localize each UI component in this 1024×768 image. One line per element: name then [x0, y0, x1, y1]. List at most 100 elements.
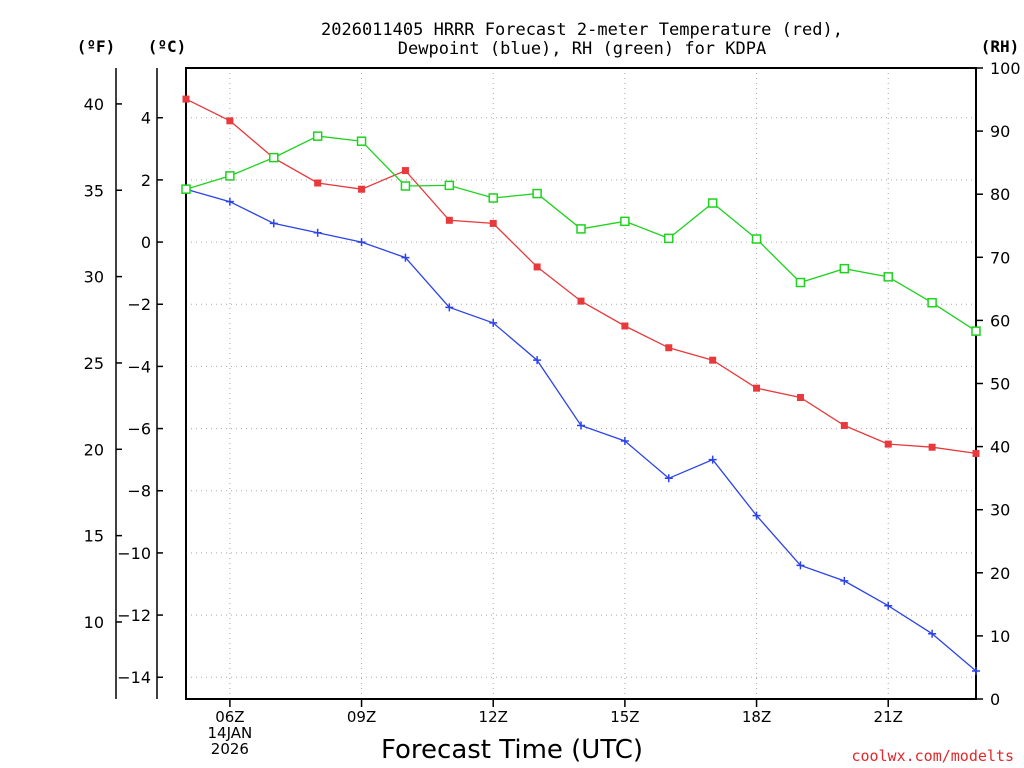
dewpoint-point [269, 219, 278, 228]
x-tick-label: 06Z [215, 708, 244, 726]
temperature-point [533, 263, 541, 271]
rh-point [181, 184, 191, 194]
dewpoint-point [401, 253, 410, 262]
rh-tick-label: 80 [990, 185, 1010, 204]
temperature-point [489, 219, 497, 227]
dewpoint-point [533, 356, 542, 365]
dewpoint-point [664, 474, 673, 483]
temperature-point [972, 449, 980, 457]
rh-point [971, 326, 981, 336]
data-series [181, 95, 981, 676]
dewpoint-point [225, 197, 234, 206]
fahrenheit-tick-label: 40 [84, 95, 104, 114]
temperature-point [445, 216, 453, 224]
celsius-tick-label: 0 [141, 233, 151, 252]
celsius-tick-label: 4 [141, 109, 151, 128]
x-tick-label: 12Z [479, 708, 508, 726]
rh-point [927, 297, 937, 308]
temperature-point [314, 179, 322, 187]
rh-point [400, 181, 411, 191]
temperature-point [840, 421, 848, 429]
rh-point [883, 272, 893, 282]
fahrenheit-tick-label: 20 [84, 440, 104, 459]
rh-tick-label: 20 [990, 564, 1010, 583]
dewpoint-point [489, 318, 498, 327]
dewpoint-point [708, 455, 717, 464]
celsius-tick-label: −14 [117, 668, 151, 687]
fahrenheit-tick-label: 30 [84, 268, 104, 287]
dewpoint-line [185, 188, 977, 672]
rh-point [707, 198, 718, 208]
dewpoint-point [884, 601, 893, 610]
dewpoint-point [972, 667, 980, 676]
temperature-point [358, 185, 366, 193]
source-credit: coolwx.com/modelts [851, 747, 1014, 765]
temperature-point [665, 344, 673, 352]
dewpoint-point [928, 629, 937, 638]
celsius-tick-label: −4 [127, 357, 151, 376]
rh-point [488, 193, 498, 203]
rh-tick-label: 60 [990, 311, 1010, 330]
temperature-point [226, 117, 234, 125]
fahrenheit-tick-label: 10 [84, 613, 104, 632]
temperature-point [796, 393, 804, 401]
x-axis-title: Forecast Time (UTC) [381, 735, 643, 765]
chart-title-line-1: 2026011405 HRRR Forecast 2-meter Tempera… [321, 20, 843, 40]
celsius-tick-label: −8 [127, 482, 151, 501]
x-tick-label: 2026 [211, 740, 249, 758]
rh-tick-label: 70 [990, 248, 1010, 267]
rh-tick-label: 40 [990, 438, 1010, 457]
x-tick-label: 14JAN [208, 724, 253, 742]
rh-point [312, 131, 323, 141]
rh-tick-label: 0 [990, 690, 1000, 709]
fahrenheit-tick-label: 15 [84, 527, 104, 546]
temperature-point [884, 440, 892, 448]
rh-point [225, 171, 235, 181]
rh-tick-label: 30 [990, 501, 1010, 520]
temperature-point [621, 322, 629, 330]
fahrenheit-tick-label: 35 [84, 181, 104, 200]
x-tick-label: 15Z [610, 708, 639, 726]
chart-title-line-2: Dewpoint (blue), RH (green) for KDPA [398, 39, 766, 59]
temperature-point [753, 384, 761, 392]
temperature-line [185, 98, 977, 455]
rh-point [620, 216, 630, 227]
temperature-point [577, 297, 585, 305]
rh-tick-label: 50 [990, 375, 1010, 394]
rh-point [532, 188, 542, 199]
fahrenheit-axis-label: (ºF) [77, 37, 116, 56]
dewpoint-point [752, 511, 761, 520]
rh-point [444, 180, 455, 191]
dewpoint-point [445, 303, 454, 312]
celsius-axis-label: (ºC) [148, 37, 187, 56]
temperature-point [709, 356, 717, 364]
dewpoint-point [620, 437, 629, 446]
rh-tick-label: 90 [990, 122, 1010, 141]
rh-point [356, 136, 367, 146]
celsius-tick-label: −10 [117, 544, 151, 563]
x-tick-label: 18Z [742, 708, 771, 726]
temperature-point [182, 95, 190, 103]
rh-point [839, 263, 850, 274]
rh-tick-label: 10 [990, 627, 1010, 646]
gridlines [186, 68, 976, 699]
rh-axis-label: (RH) [981, 37, 1020, 56]
dewpoint-point [313, 228, 322, 237]
rh-point [576, 224, 586, 234]
rh-point [751, 234, 762, 244]
dewpoint-point [796, 561, 805, 570]
dewpoint-point [840, 576, 849, 585]
rh-point [664, 233, 674, 244]
temperature-point [928, 443, 936, 451]
dewpoint-point [357, 238, 366, 247]
fahrenheit-tick-label: 25 [84, 354, 104, 373]
x-tick-label: 21Z [874, 708, 903, 726]
celsius-tick-label: −2 [127, 295, 151, 314]
rh-point [269, 152, 279, 163]
celsius-tick-label: −12 [117, 606, 151, 625]
plot-frame [185, 67, 977, 700]
rh-point [795, 277, 806, 288]
temperature-point [401, 167, 409, 175]
